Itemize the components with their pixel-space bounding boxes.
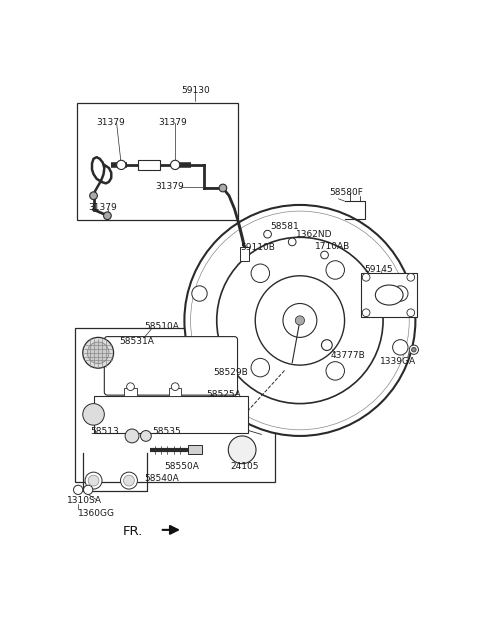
Circle shape — [192, 286, 207, 301]
Circle shape — [117, 160, 126, 170]
Bar — [240, 247, 249, 261]
Bar — [169, 388, 181, 396]
Bar — [188, 445, 202, 454]
Circle shape — [295, 316, 304, 325]
Circle shape — [123, 475, 134, 486]
Text: 58581: 58581 — [271, 222, 300, 231]
Circle shape — [87, 342, 109, 363]
Text: 58510A: 58510A — [144, 322, 179, 331]
Circle shape — [184, 205, 415, 436]
Circle shape — [83, 404, 104, 425]
Text: 31379: 31379 — [155, 182, 184, 191]
Bar — [94, 396, 248, 433]
Circle shape — [322, 340, 332, 350]
Bar — [138, 160, 160, 170]
Text: 58529B: 58529B — [214, 368, 249, 377]
Circle shape — [83, 337, 114, 368]
Circle shape — [192, 339, 207, 355]
Circle shape — [264, 230, 271, 238]
Ellipse shape — [125, 429, 139, 443]
Circle shape — [217, 238, 383, 404]
Ellipse shape — [141, 431, 151, 441]
Circle shape — [362, 309, 370, 317]
FancyBboxPatch shape — [104, 337, 238, 395]
Circle shape — [104, 212, 111, 220]
Text: FR.: FR. — [123, 525, 143, 538]
Text: 58550A: 58550A — [164, 462, 199, 471]
Text: 43777B: 43777B — [331, 351, 365, 360]
Circle shape — [362, 273, 370, 281]
Ellipse shape — [375, 285, 403, 305]
Circle shape — [321, 251, 328, 259]
Circle shape — [219, 184, 227, 192]
Text: 58580F: 58580F — [329, 188, 363, 197]
Text: 1310SA: 1310SA — [67, 496, 102, 505]
Text: 59110B: 59110B — [240, 244, 275, 252]
Circle shape — [171, 383, 179, 391]
Text: 59145: 59145 — [364, 265, 393, 274]
Text: 58535: 58535 — [152, 427, 181, 436]
Circle shape — [191, 211, 409, 430]
Circle shape — [73, 485, 83, 494]
Text: 1710AB: 1710AB — [315, 242, 350, 251]
Text: 31379: 31379 — [96, 118, 125, 127]
Circle shape — [409, 345, 419, 354]
Circle shape — [393, 339, 408, 355]
Bar — [77, 103, 238, 220]
Text: 58531A: 58531A — [120, 337, 155, 346]
Text: 58525A: 58525A — [206, 390, 240, 399]
Text: 58513: 58513 — [90, 427, 119, 436]
Circle shape — [407, 273, 415, 281]
Circle shape — [326, 261, 345, 280]
Circle shape — [251, 358, 270, 377]
Text: 1339GA: 1339GA — [380, 357, 416, 366]
Bar — [75, 328, 275, 482]
Text: 1360GG: 1360GG — [78, 509, 115, 518]
Circle shape — [411, 347, 416, 352]
Text: 31379: 31379 — [158, 118, 187, 127]
Circle shape — [255, 276, 345, 365]
Circle shape — [127, 383, 134, 391]
Circle shape — [88, 475, 99, 486]
Circle shape — [283, 304, 317, 337]
Circle shape — [251, 264, 270, 283]
Text: 24105: 24105 — [230, 462, 259, 471]
Circle shape — [288, 238, 296, 246]
Text: 1362ND: 1362ND — [296, 230, 333, 239]
Text: 59130: 59130 — [181, 86, 210, 94]
Bar — [361, 273, 417, 317]
Circle shape — [170, 160, 180, 170]
Bar — [124, 388, 137, 396]
Circle shape — [393, 286, 408, 301]
Circle shape — [326, 362, 345, 380]
Circle shape — [407, 309, 415, 317]
Text: 58540A: 58540A — [144, 474, 179, 484]
Circle shape — [90, 192, 97, 199]
Circle shape — [85, 472, 102, 489]
Circle shape — [120, 472, 137, 489]
Circle shape — [228, 436, 256, 463]
Text: 31379: 31379 — [88, 204, 117, 212]
Circle shape — [84, 485, 93, 494]
